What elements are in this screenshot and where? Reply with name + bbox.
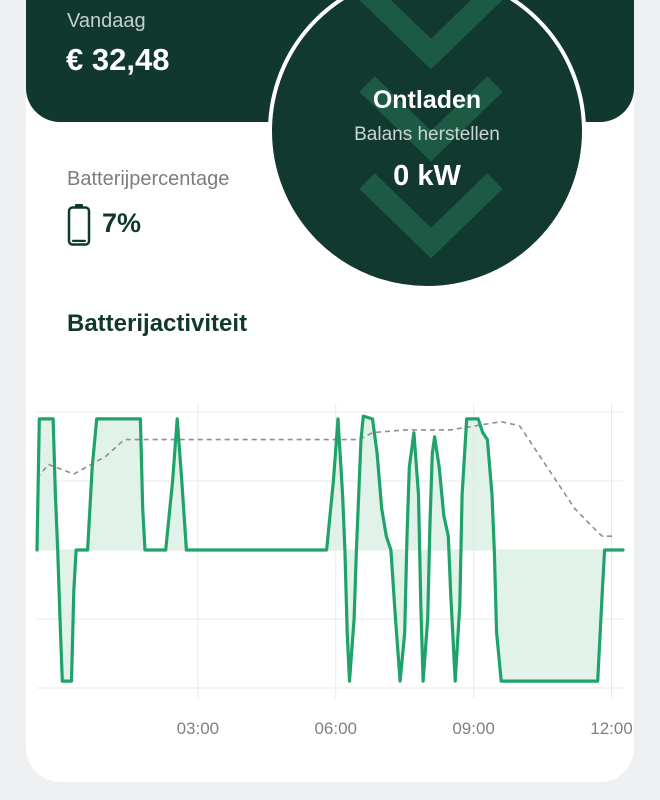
chart-x-axis: 03:00 06:00 09:00 12:00	[177, 719, 633, 738]
battery-activity-title: Batterijactiviteit	[67, 310, 248, 337]
battery-level-fill	[72, 239, 86, 242]
activity-line	[35, 414, 625, 683]
chart-lines	[35, 414, 625, 683]
chart-area	[37, 416, 623, 682]
battery-level-line	[36, 420, 617, 537]
x-tick-label: 09:00	[452, 719, 495, 738]
chevron-down-icon	[359, 0, 503, 259]
today-value: € 32,48	[66, 42, 170, 77]
battery-status-circle[interactable]: Ontladen Balans herstellen 0 kW	[268, 0, 586, 290]
battery-percentage-value: 7%	[102, 208, 142, 238]
status-subtitle: Balans herstellen	[354, 124, 500, 145]
today-label: Vandaag	[67, 10, 146, 32]
battery-icon	[67, 204, 91, 246]
x-tick-label: 06:00	[314, 719, 357, 738]
x-tick-label: 12:00	[590, 719, 633, 738]
status-power: 0 kW	[393, 160, 461, 192]
battery-percentage-label: Batterijpercentage	[67, 168, 230, 190]
status-title: Ontladen	[372, 86, 482, 114]
x-tick-label: 03:00	[177, 719, 220, 738]
activity-area	[37, 416, 623, 682]
